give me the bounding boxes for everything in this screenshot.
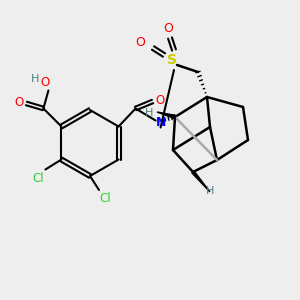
Text: O: O: [155, 94, 164, 107]
Text: O: O: [41, 76, 50, 89]
Text: H: H: [31, 74, 40, 83]
Polygon shape: [192, 171, 210, 192]
Text: N: N: [155, 116, 166, 129]
Text: Cl: Cl: [33, 172, 44, 185]
Text: H: H: [145, 108, 153, 118]
Polygon shape: [157, 112, 176, 119]
Text: Cl: Cl: [99, 193, 111, 206]
Text: H: H: [206, 186, 214, 196]
Text: O: O: [163, 22, 173, 35]
Text: O: O: [135, 35, 145, 49]
Text: O: O: [15, 96, 24, 109]
Text: S: S: [167, 53, 177, 67]
